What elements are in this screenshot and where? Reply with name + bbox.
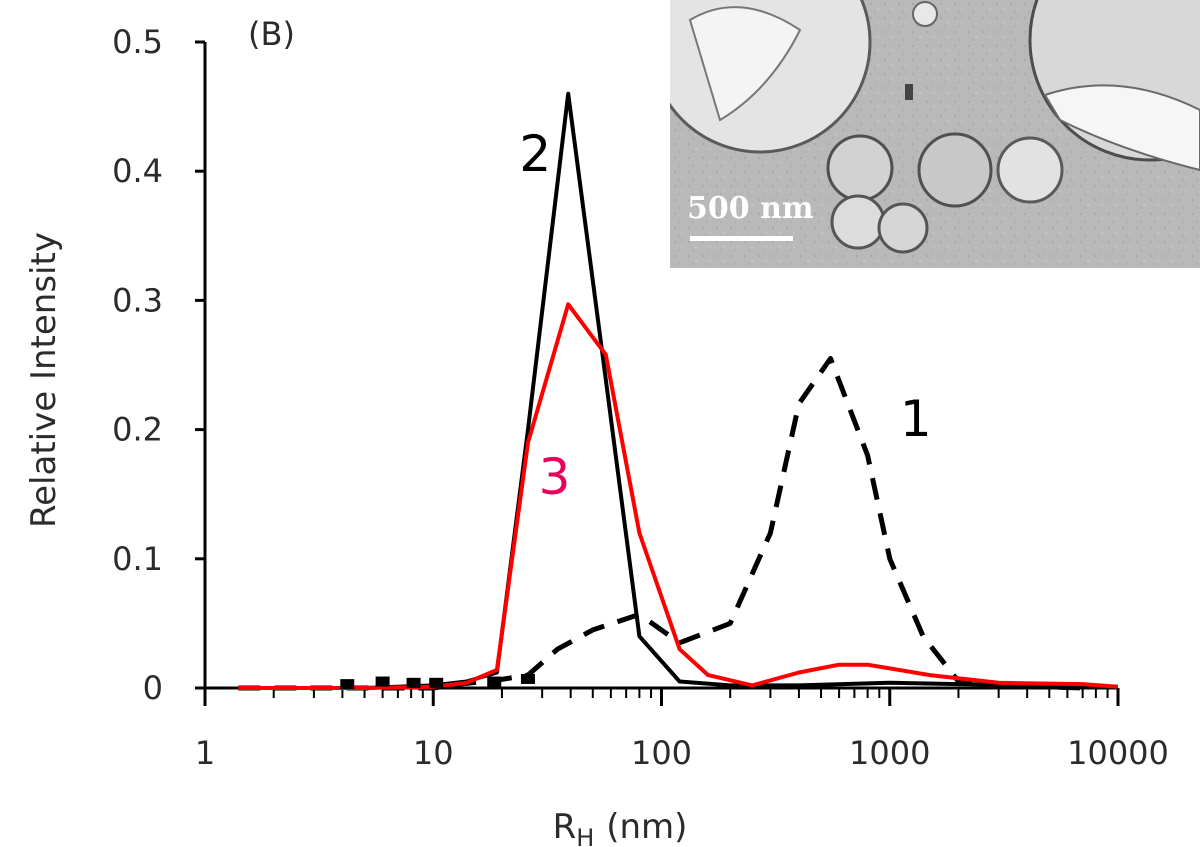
x-axis-title-subscript: H <box>576 824 594 847</box>
data-marker <box>406 677 421 688</box>
y-tick-label: 0.1 <box>112 540 163 578</box>
x-tick-label: 10000 <box>1067 734 1169 772</box>
data-markers <box>340 673 535 690</box>
data-marker <box>487 676 502 687</box>
y-tick-label: 0.4 <box>112 152 163 190</box>
y-tick-label: 0.3 <box>112 281 163 319</box>
x-tick-label: 1 <box>195 734 215 772</box>
curve-label-1: 1 <box>900 390 932 448</box>
tem-micrograph-inset: 500 nm <box>670 0 1200 268</box>
x-axis-title: RH (nm) <box>553 807 688 847</box>
x-axis-title-unit: (nm) <box>606 807 687 847</box>
curve-label-3: 3 <box>539 448 571 506</box>
scale-bar-label: 500 nm <box>687 191 814 226</box>
curve-label-2: 2 <box>519 125 551 183</box>
small-vesicle <box>830 194 886 250</box>
x-tick-label: 100 <box>631 734 692 772</box>
data-marker <box>340 679 355 690</box>
y-ticks: 0 0.1 0.2 0.3 0.4 0.5 <box>112 23 205 707</box>
series-line-1 <box>238 356 1083 691</box>
series-line-3 <box>238 302 1119 690</box>
curve-labels: 1 2 3 <box>519 125 931 506</box>
scale-bar <box>690 236 793 241</box>
panel-label: (B) <box>248 15 295 53</box>
small-vesicle <box>996 136 1064 204</box>
y-axis-title: Relative Intensity <box>24 232 64 528</box>
y-tick-label: 0 <box>143 669 163 707</box>
x-ticks: 1 10 100 1000 10000 <box>195 688 1169 772</box>
data-series <box>238 91 1119 691</box>
y-tick-label: 0.5 <box>112 23 163 61</box>
small-vesicle <box>826 134 894 202</box>
x-axis-title-main: R <box>553 807 577 847</box>
x-tick-label: 10 <box>413 734 454 772</box>
small-vesicle <box>917 132 993 208</box>
small-vesicle <box>877 202 929 254</box>
data-marker <box>520 673 535 684</box>
data-marker <box>375 676 390 687</box>
x-tick-label: 1000 <box>849 734 930 772</box>
data-marker <box>429 677 444 688</box>
y-tick-label: 0.2 <box>112 411 163 449</box>
